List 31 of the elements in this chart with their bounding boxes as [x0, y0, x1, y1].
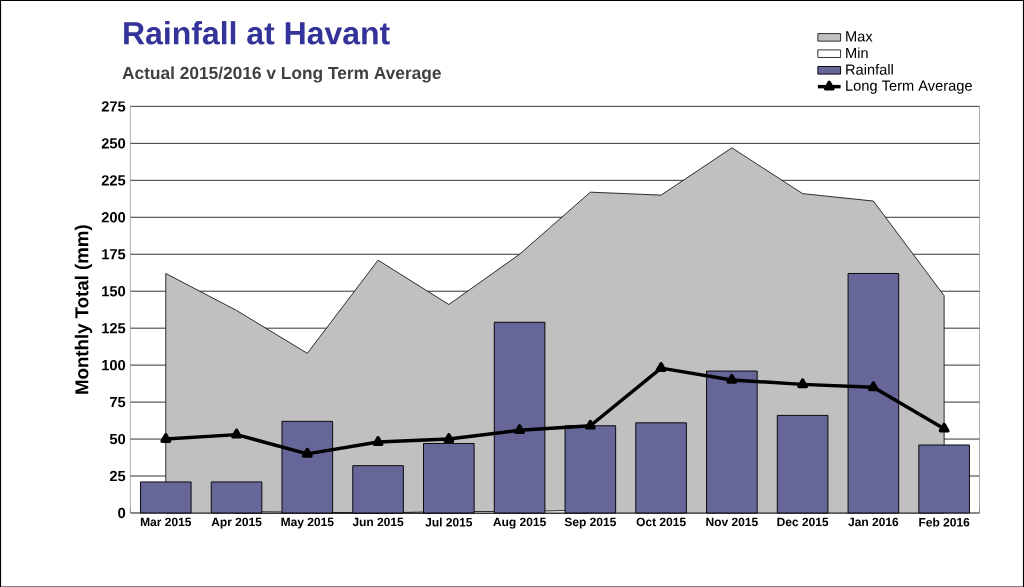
legend-label: Rainfall: [846, 63, 893, 75]
x-tick-label: Jul 2015: [425, 517, 473, 527]
y-tick-label: 0: [118, 507, 126, 518]
legend-label: Long Term Average: [846, 80, 972, 94]
y-axis-title: Monthly Total (mm): [74, 225, 93, 394]
x-tick-label: Nov 2015: [706, 517, 758, 526]
legend-label: Min: [846, 47, 868, 58]
x-tick-label: Dec 2015: [777, 517, 829, 526]
y-tick-label: 75: [110, 396, 126, 407]
x-tick-label: Feb 2016: [919, 517, 970, 527]
y-tick-label: 175: [102, 248, 126, 260]
x-tick-label: Jun 2015: [352, 517, 404, 526]
chart-subtitle: Actual 2015/2016 v Long Term Average: [122, 66, 441, 83]
x-tick-label: Sep 2015: [564, 517, 616, 529]
x-tick-label: Apr 2015: [211, 517, 262, 529]
y-tick-label: 200: [101, 211, 126, 223]
y-tick-label: 25: [109, 470, 126, 481]
x-tick-label: May 2015: [281, 517, 334, 529]
y-tick-label: 225: [101, 174, 126, 186]
y-tick-label: 50: [109, 433, 126, 445]
x-tick-label: Jan 2016: [848, 517, 899, 526]
legend-label: Max: [846, 31, 873, 42]
chart-title: Rainfall at Havant: [124, 20, 390, 45]
y-tick-label: 250: [101, 137, 126, 149]
y-tick-label: 275: [101, 101, 126, 112]
x-tick-label: Aug 2015: [493, 517, 546, 529]
y-tick-label: 150: [102, 285, 126, 297]
y-tick-label: 100: [102, 359, 126, 371]
y-tick-label: 125: [102, 322, 126, 334]
x-tick-label: Oct 2015: [636, 517, 686, 526]
x-tick-label: Mar 2015: [140, 517, 192, 526]
